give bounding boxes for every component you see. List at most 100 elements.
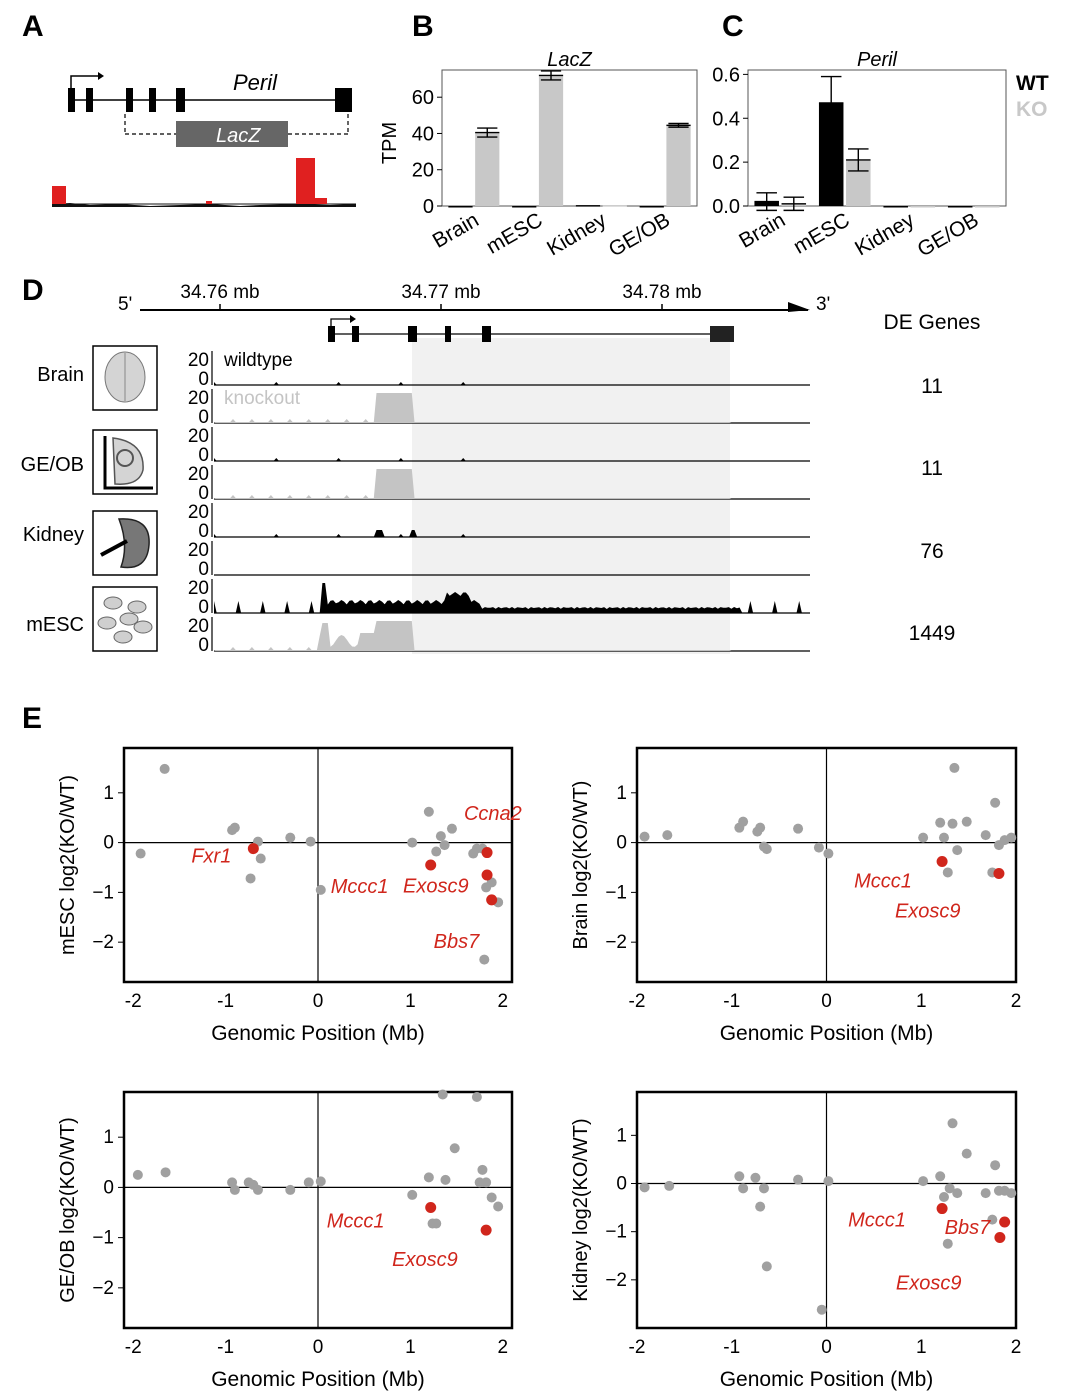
geob-icon-loop: [116, 449, 134, 467]
y-tick-label: 0: [616, 1174, 627, 1195]
gene-point: [407, 1189, 418, 1200]
highlight-gene-label: Exosc9: [392, 1249, 458, 1271]
gene-point: [305, 836, 316, 847]
x-category-label: mESC: [790, 208, 854, 258]
gene-point: [755, 1201, 766, 1212]
gene-point: [439, 840, 450, 851]
gene-point: [944, 1183, 955, 1194]
y-tick-label: 1: [103, 1127, 114, 1148]
mesc-cell-icon: [119, 612, 139, 626]
y-tick-label: −1: [605, 1222, 627, 1243]
gene-point: [662, 830, 673, 841]
gene-point: [407, 837, 418, 848]
track-scale-top: 20: [188, 350, 209, 371]
exon-1: [68, 88, 75, 112]
y-axis-label: Brain log2(KO/WT): [570, 781, 592, 950]
kidney-icon-ureter: [100, 539, 128, 557]
gene-point: [245, 873, 256, 884]
gene-point: [446, 823, 457, 834]
mesc-cell-icon: [97, 616, 117, 630]
highlight-gene-label: Ccna2: [464, 803, 522, 825]
genomic-axis-tick-label: 34.76 mb: [180, 282, 259, 303]
gene-point: [255, 853, 266, 864]
gene-point: [935, 1171, 946, 1182]
gene-point: [813, 842, 824, 853]
plot-frame: [441, 69, 698, 207]
gene-point: [493, 1201, 504, 1212]
geob-icon-axis: [103, 436, 153, 490]
y-tick-label: 20: [412, 160, 434, 182]
tissue-label: GE/OB: [21, 454, 84, 476]
de-genes-count: 1449: [909, 622, 956, 645]
highlight-gene-point: [425, 1201, 437, 1213]
x-category-label: Kidney: [851, 208, 919, 260]
y-tick-label: 0.0: [712, 196, 740, 218]
y-axis-label: mESC log2(KO/WT): [57, 775, 79, 955]
gene-point: [952, 1188, 963, 1199]
gene-point: [481, 1177, 492, 1188]
panel-b-letter: B: [412, 10, 434, 43]
y-tick-label: −2: [605, 1270, 627, 1291]
coverage-black: [52, 203, 356, 207]
exon-4: [149, 88, 156, 112]
knockout-coverage: [214, 621, 810, 651]
y-tick-label: −1: [92, 882, 114, 903]
x-category-label: Brain: [735, 208, 789, 252]
gene-point: [738, 816, 749, 827]
three-prime-label: 3': [816, 294, 830, 315]
y-tick-label: −1: [92, 1228, 114, 1249]
tss-arrow: [70, 75, 98, 88]
genomic-axis-tick-label: 34.77 mb: [401, 282, 480, 303]
gene-point: [938, 1191, 949, 1202]
bar-Kidney-wt: [575, 205, 601, 207]
y-axis-label: Kidney log2(KO/WT): [570, 1118, 592, 1301]
gene-point: [435, 831, 446, 842]
highlight-gene-label: Exosc9: [896, 1272, 962, 1294]
genomic-axis-tick-label: 34.78 mb: [622, 282, 701, 303]
gene-model-exon: [352, 326, 359, 342]
five-prime-label: 5': [118, 294, 132, 315]
x-tick-label: 1: [916, 991, 927, 1012]
x-tick-label: 0: [821, 1337, 832, 1358]
x-category-label: GE/OB: [605, 208, 674, 261]
exon-3: [126, 88, 133, 112]
gene-point: [761, 844, 772, 855]
gene-point: [471, 1092, 482, 1103]
highlight-gene-label: Mccc1: [848, 1210, 906, 1232]
gene-point: [486, 1192, 497, 1203]
gene-point: [160, 1167, 171, 1178]
x-tick-label: 0: [821, 991, 832, 1012]
y-tick-label: 1: [103, 783, 114, 804]
gene-point: [664, 1180, 675, 1191]
panel-a-letter: A: [22, 10, 44, 43]
gene-point: [947, 818, 958, 829]
gene-point: [750, 1172, 761, 1183]
mesc-cell-icon: [127, 600, 147, 614]
panel-c-letter: C: [722, 10, 744, 43]
de-genes-count: 11: [921, 457, 943, 480]
x-tick-label: 2: [497, 991, 508, 1012]
gene-model-tss: [330, 318, 350, 326]
exon-2: [86, 88, 93, 112]
de-genes-count: 76: [920, 540, 943, 563]
legend-ko: KO: [1016, 98, 1048, 121]
gene-point: [159, 763, 170, 774]
x-tick-label: 2: [497, 1337, 508, 1358]
exon-5: [176, 88, 185, 112]
x-tick-label: 2: [1011, 1337, 1022, 1358]
coverage-red-3: [315, 198, 327, 204]
track-scale-top: 20: [188, 540, 209, 561]
track-scale-bottom: 0: [198, 635, 209, 656]
y-axis-label: GE/OB log2(KO/WT): [57, 1117, 79, 1303]
de-genes-count: 11: [921, 375, 943, 398]
x-tick-label: -1: [723, 991, 740, 1012]
gene-point: [135, 848, 146, 859]
gene-point: [823, 1176, 834, 1187]
gene-point: [431, 846, 442, 857]
x-tick-label: -2: [125, 991, 142, 1012]
highlight-gene-label: Exosc9: [403, 875, 469, 897]
gene-point: [961, 816, 972, 827]
chart-title: Peril: [857, 49, 898, 71]
